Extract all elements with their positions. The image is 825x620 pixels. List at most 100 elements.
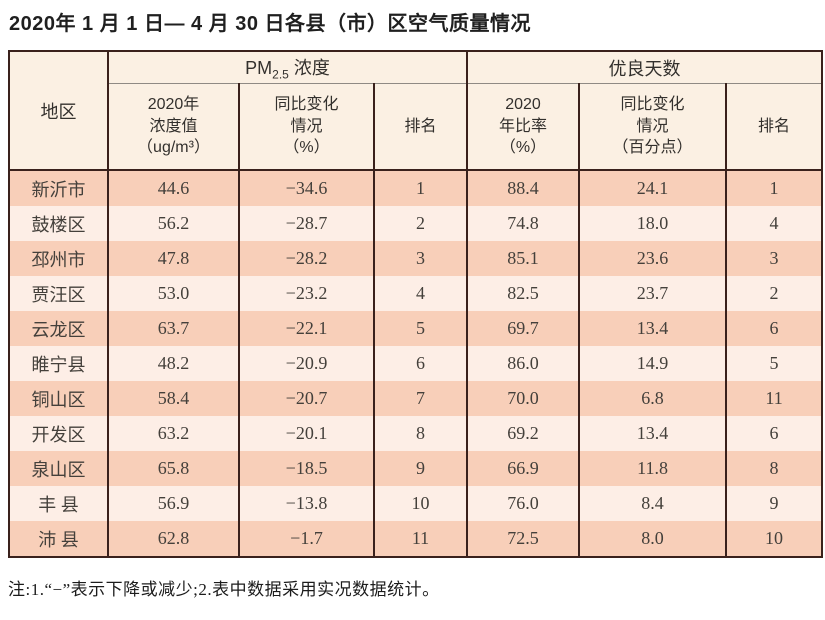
cell-days-2020-rate: 88.4 — [466, 170, 581, 206]
cell-pm-rank: 4 — [372, 276, 469, 311]
table-row: 鼓楼区 56.2 −28.7 2 74.8 18.0 4 — [8, 206, 824, 241]
cell-pm-2020-value: 56.9 — [107, 486, 240, 521]
cell-pm-2020-value: 48.2 — [107, 346, 240, 381]
cell-days-yoy-change: 23.7 — [578, 276, 728, 311]
cell-days-rank: 6 — [725, 311, 824, 346]
table-row: 新沂市 44.6 −34.6 1 88.4 24.1 1 — [8, 170, 824, 206]
cell-days-2020-rate: 69.2 — [466, 416, 581, 451]
cell-pm-2020-value: 62.8 — [107, 521, 240, 557]
cell-region: 沛 县 — [8, 521, 109, 557]
cell-days-rank: 11 — [725, 381, 824, 416]
cell-days-2020-rate: 76.0 — [466, 486, 581, 521]
header-group-good-days: 优良天数 — [466, 51, 824, 84]
cell-days-yoy-change: 23.6 — [578, 241, 728, 276]
table-row: 铜山区 58.4 −20.7 7 70.0 6.8 11 — [8, 381, 824, 416]
table-row: 沛 县 62.8 −1.7 11 72.5 8.0 10 — [8, 521, 824, 557]
sub-header-row: 2020年 浓度值 （ug/m³） 同比变化 情况 （%） 排名 2020 年比… — [9, 83, 824, 171]
cell-pm-yoy-change: −34.6 — [238, 170, 375, 206]
cell-days-yoy-change: 8.4 — [578, 486, 728, 521]
cell-days-rank: 10 — [725, 521, 824, 557]
cell-region: 丰 县 — [8, 486, 109, 521]
cell-region: 邳州市 — [8, 241, 109, 276]
group-header-row: 地区 PM2.5 浓度 优良天数 — [8, 51, 824, 171]
cell-days-rank: 6 — [725, 416, 824, 451]
cell-days-rank: 5 — [725, 346, 824, 381]
cell-days-2020-rate: 69.7 — [466, 311, 581, 346]
header-group-pm25: PM2.5 浓度 — [106, 51, 469, 84]
cell-pm-2020-value: 63.2 — [107, 416, 240, 451]
header-days-rank: 排名 — [725, 83, 824, 171]
header-pm-rank: 排名 — [372, 83, 469, 171]
header-region: 地区 — [8, 51, 109, 171]
cell-days-rank: 8 — [725, 451, 824, 486]
cell-days-yoy-change: 8.0 — [578, 521, 728, 557]
cell-days-rank: 4 — [725, 206, 824, 241]
cell-region: 铜山区 — [8, 381, 109, 416]
cell-pm-yoy-change: −28.7 — [238, 206, 375, 241]
cell-pm-yoy-change: −20.9 — [238, 346, 375, 381]
header-days-yoy-change: 同比变化 情况 （百分点） — [578, 83, 728, 171]
cell-days-2020-rate: 85.1 — [466, 241, 581, 276]
cell-pm-yoy-change: −20.7 — [238, 381, 375, 416]
cell-pm-yoy-change: −13.8 — [238, 486, 375, 521]
cell-days-2020-rate: 86.0 — [466, 346, 581, 381]
cell-days-rank: 3 — [725, 241, 824, 276]
cell-region: 开发区 — [8, 416, 109, 451]
cell-pm-rank: 11 — [372, 521, 469, 557]
pm25-label-suffix: 浓度 — [288, 57, 330, 78]
cell-region: 云龙区 — [8, 311, 109, 346]
cell-pm-rank: 1 — [372, 170, 469, 206]
cell-pm-2020-value: 53.0 — [107, 276, 240, 311]
cell-days-yoy-change: 18.0 — [578, 206, 728, 241]
cell-pm-2020-value: 58.4 — [107, 381, 240, 416]
header-pm-2020-value: 2020年 浓度值 （ug/m³） — [107, 83, 240, 171]
cell-pm-rank: 3 — [372, 241, 469, 276]
header-days-2020-rate: 2020 年比率 （%） — [466, 83, 581, 171]
cell-pm-2020-value: 44.6 — [107, 170, 240, 206]
cell-days-yoy-change: 24.1 — [578, 170, 728, 206]
table-row: 丰 县 56.9 −13.8 10 76.0 8.4 9 — [8, 486, 824, 521]
cell-pm-rank: 2 — [372, 206, 469, 241]
cell-pm-yoy-change: −23.2 — [238, 276, 375, 311]
cell-region: 新沂市 — [8, 170, 109, 206]
cell-pm-rank: 9 — [372, 451, 469, 486]
table-header: 地区 PM2.5 浓度 优良天数 2020年 浓度值 （ug/m³） 同比变化 … — [8, 51, 824, 171]
cell-days-rank: 9 — [725, 486, 824, 521]
cell-region: 贾汪区 — [8, 276, 109, 311]
cell-pm-yoy-change: −28.2 — [238, 241, 375, 276]
air-quality-table: 地区 PM2.5 浓度 优良天数 2020年 浓度值 （ug/m³） 同比变化 … — [8, 50, 824, 558]
cell-pm-2020-value: 47.8 — [107, 241, 240, 276]
cell-pm-rank: 10 — [372, 486, 469, 521]
cell-pm-2020-value: 56.2 — [107, 206, 240, 241]
cell-pm-2020-value: 63.7 — [107, 311, 240, 346]
cell-days-yoy-change: 13.4 — [578, 311, 728, 346]
cell-region: 泉山区 — [8, 451, 109, 486]
cell-pm-yoy-change: −20.1 — [238, 416, 375, 451]
page-title: 2020年 1 月 1 日— 4 月 30 日各县（市）区空气质量情况 — [9, 13, 532, 35]
cell-pm-yoy-change: −1.7 — [238, 521, 375, 557]
table-body: 新沂市 44.6 −34.6 1 88.4 24.1 1 鼓楼区 56.2 −28.7 2 74.8 1… — [8, 170, 824, 557]
table-row: 泉山区 65.8 −18.5 9 66.9 11.8 8 — [8, 451, 824, 486]
cell-pm-2020-value: 65.8 — [107, 451, 240, 486]
cell-pm-rank: 5 — [372, 311, 469, 346]
cell-days-2020-rate: 70.0 — [466, 381, 581, 416]
pm25-label-subscript: 2.5 — [272, 67, 289, 82]
cell-pm-rank: 7 — [372, 381, 469, 416]
cell-pm-yoy-change: −18.5 — [238, 451, 375, 486]
pm25-label-prefix: PM — [245, 57, 273, 78]
header-pm-yoy-change: 同比变化 情况 （%） — [238, 83, 375, 171]
footnote: 注:1.“−”表示下降或减少;2.表中数据采用实况数据统计。 — [8, 580, 440, 599]
cell-days-2020-rate: 66.9 — [466, 451, 581, 486]
cell-pm-rank: 8 — [372, 416, 469, 451]
cell-days-2020-rate: 72.5 — [466, 521, 581, 557]
table-row: 贾汪区 53.0 −23.2 4 82.5 23.7 2 — [8, 276, 824, 311]
table-row: 开发区 63.2 −20.1 8 69.2 13.4 6 — [8, 416, 824, 451]
cell-days-yoy-change: 14.9 — [578, 346, 728, 381]
cell-pm-rank: 6 — [372, 346, 469, 381]
cell-region: 睢宁县 — [8, 346, 109, 381]
cell-region: 鼓楼区 — [8, 206, 109, 241]
cell-days-rank: 2 — [725, 276, 824, 311]
table-row: 睢宁县 48.2 −20.9 6 86.0 14.9 5 — [8, 346, 824, 381]
cell-pm-yoy-change: −22.1 — [238, 311, 375, 346]
